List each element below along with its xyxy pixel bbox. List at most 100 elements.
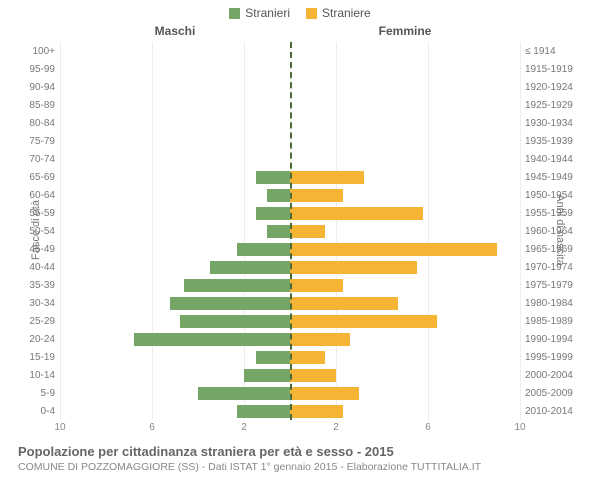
table-row: 60-64 1950-1954 (20, 186, 580, 204)
table-row: 90-94 1920-1924 (20, 78, 580, 96)
bar-female (290, 261, 417, 274)
bar-female (290, 297, 398, 310)
pyramid-chart: Fasce di età Anni di nascita Maschi Femm… (20, 24, 580, 436)
header-male: Maschi (60, 24, 290, 38)
birth-label: 1955-1959 (520, 208, 580, 219)
bar-male (256, 171, 291, 184)
age-label: 10-14 (20, 370, 60, 381)
table-row: 70-74 1940-1944 (20, 150, 580, 168)
header-female: Femmine (290, 24, 520, 38)
table-row: 55-59 1955-1959 (20, 204, 580, 222)
birth-label: 1935-1939 (520, 136, 580, 147)
birth-label: 1980-1984 (520, 298, 580, 309)
age-label: 35-39 (20, 280, 60, 291)
table-row: 5-9 2005-2009 (20, 384, 580, 402)
table-row: 50-541960-1964 (20, 222, 580, 240)
legend-label-male: Stranieri (245, 6, 290, 20)
table-row: 35-39 1975-1979 (20, 276, 580, 294)
bar-male (134, 333, 290, 346)
birth-label: 1975-1979 (520, 280, 580, 291)
birth-label: 1945-1949 (520, 172, 580, 183)
bar-male (267, 189, 290, 202)
birth-label: ≤ 1914 (520, 46, 580, 57)
birth-label: 2000-2004 (520, 370, 580, 381)
x-tick: 6 (149, 422, 155, 433)
x-axis: 10622610 (20, 422, 580, 436)
age-label: 100+ (20, 46, 60, 57)
swatch-female (306, 8, 317, 19)
table-row: 100+ ≤ 1914 (20, 42, 580, 60)
table-row: 15-191995-1999 (20, 348, 580, 366)
age-label: 60-64 (20, 190, 60, 201)
bar-female (290, 189, 343, 202)
bar-male (210, 261, 291, 274)
bar-female (290, 207, 423, 220)
x-tick: 2 (241, 422, 247, 433)
birth-label: 2005-2009 (520, 388, 580, 399)
table-row: 40-44 1970-1974 (20, 258, 580, 276)
bar-male (170, 297, 290, 310)
x-tick: 6 (425, 422, 431, 433)
bar-male (244, 369, 290, 382)
birth-label: 1925-1929 (520, 100, 580, 111)
table-row: 65-691945-1949 (20, 168, 580, 186)
age-label: 85-89 (20, 100, 60, 111)
bar-female (290, 369, 336, 382)
birth-label: 1950-1954 (520, 190, 580, 201)
table-row: 0-42010-2014 (20, 402, 580, 420)
bar-male (184, 279, 290, 292)
age-label: 75-79 (20, 136, 60, 147)
bar-female (290, 225, 325, 238)
chart-rows: 100+ ≤ 1914 95-99 1915-1919 90-94 1920-1924 85… (20, 42, 580, 420)
chart-subtitle: COMUNE DI POZZOMAGGIORE (SS) - Dati ISTA… (18, 461, 582, 473)
x-tick: 2 (333, 422, 339, 433)
age-label: 70-74 (20, 154, 60, 165)
age-label: 55-59 (20, 208, 60, 219)
age-label: 5-9 (20, 388, 60, 399)
bar-male (256, 207, 291, 220)
legend-item-female: Straniere (306, 6, 371, 20)
table-row: 95-99 1915-1919 (20, 60, 580, 78)
table-row: 30-34 1980-1984 (20, 294, 580, 312)
age-label: 40-44 (20, 262, 60, 273)
age-label: 30-34 (20, 298, 60, 309)
table-row: 85-89 1925-1929 (20, 96, 580, 114)
table-row: 45-49 1965-1969 (20, 240, 580, 258)
birth-label: 1970-1974 (520, 262, 580, 273)
bar-female (290, 279, 343, 292)
age-label: 15-19 (20, 352, 60, 363)
footer: Popolazione per cittadinanza straniera p… (0, 436, 600, 477)
birth-label: 1930-1934 (520, 118, 580, 129)
x-tick: 10 (514, 422, 525, 433)
birth-label: 1965-1969 (520, 244, 580, 255)
birth-label: 1915-1919 (520, 64, 580, 75)
bar-female (290, 315, 437, 328)
bar-male (180, 315, 290, 328)
bar-female (290, 333, 350, 346)
bar-male (267, 225, 290, 238)
bar-female (290, 243, 497, 256)
age-label: 80-84 (20, 118, 60, 129)
age-label: 95-99 (20, 64, 60, 75)
bar-female (290, 405, 343, 418)
age-label: 45-49 (20, 244, 60, 255)
chart-title: Popolazione per cittadinanza straniera p… (18, 444, 582, 459)
legend-item-male: Stranieri (229, 6, 290, 20)
table-row: 80-84 1930-1934 (20, 114, 580, 132)
x-ticks: 10622610 (60, 422, 520, 436)
table-row: 10-14 2000-2004 (20, 366, 580, 384)
birth-label: 1920-1924 (520, 82, 580, 93)
birth-label: 1940-1944 (520, 154, 580, 165)
age-label: 50-54 (20, 226, 60, 237)
bar-male (237, 243, 290, 256)
age-label: 20-24 (20, 334, 60, 345)
legend-label-female: Straniere (322, 6, 371, 20)
bar-female (290, 387, 359, 400)
bar-male (198, 387, 290, 400)
table-row: 20-241990-1994 (20, 330, 580, 348)
table-row: 75-79 1935-1939 (20, 132, 580, 150)
table-row: 25-291985-1989 (20, 312, 580, 330)
age-label: 90-94 (20, 82, 60, 93)
age-label: 25-29 (20, 316, 60, 327)
swatch-male (229, 8, 240, 19)
